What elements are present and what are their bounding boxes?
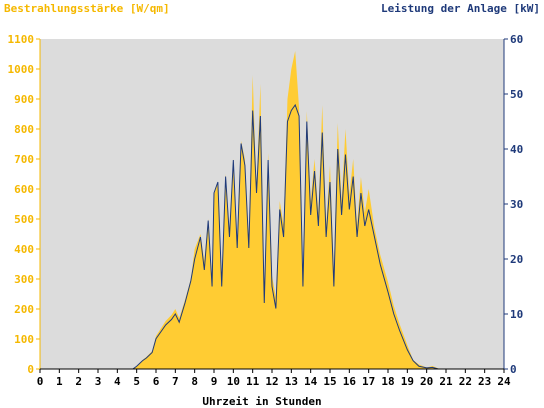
x-tick-label: 14 — [304, 375, 318, 388]
x-tick-label: 7 — [172, 375, 179, 388]
right-tick-label: 0 — [510, 363, 517, 376]
left-tick-label: 0 — [27, 363, 34, 376]
x-tick-label: 0 — [37, 375, 44, 388]
x-tick-label: 20 — [420, 375, 433, 388]
x-tick-label: 4 — [114, 375, 121, 388]
x-tick-label: 10 — [227, 375, 240, 388]
left-tick-label: 400 — [14, 243, 34, 256]
x-tick-label: 9 — [211, 375, 218, 388]
left-tick-label: 500 — [14, 213, 34, 226]
x-tick-label: 24 — [497, 375, 511, 388]
right-tick-label: 20 — [510, 253, 523, 266]
left-tick-label: 200 — [14, 303, 34, 316]
left-tick-label: 800 — [14, 123, 34, 136]
x-tick-label: 19 — [401, 375, 414, 388]
right-tick-label: 50 — [510, 88, 523, 101]
irradiance-area — [40, 51, 504, 369]
x-tick-label: 2 — [75, 375, 82, 388]
x-tick-label: 12 — [265, 375, 278, 388]
right-tick-label: 10 — [510, 308, 523, 321]
left-tick-label: 700 — [14, 153, 34, 166]
x-tick-label: 15 — [323, 375, 336, 388]
x-tick-label: 23 — [478, 375, 491, 388]
x-tick-label: 22 — [459, 375, 472, 388]
x-tick-label: 1 — [56, 375, 63, 388]
left-axis-title: Bestrahlungsstärke [W/qm] — [4, 2, 170, 15]
x-tick-label: 13 — [285, 375, 298, 388]
left-tick-label: 1000 — [8, 63, 35, 76]
right-tick-label: 60 — [510, 33, 523, 46]
x-tick-label: 8 — [191, 375, 198, 388]
left-tick-label: 300 — [14, 273, 34, 286]
x-tick-label: 18 — [381, 375, 394, 388]
left-tick-label: 100 — [14, 333, 34, 346]
left-tick-label: 900 — [14, 93, 34, 106]
x-tick-label: 21 — [439, 375, 453, 388]
x-tick-label: 5 — [133, 375, 140, 388]
left-tick-label: 1100 — [8, 33, 35, 46]
right-tick-label: 40 — [510, 143, 523, 156]
x-axis-title: Uhrzeit in Stunden — [202, 395, 321, 408]
right-tick-label: 30 — [510, 198, 523, 211]
power-line — [40, 103, 504, 370]
right-axis-title: Leistung der Anlage [kW] — [381, 2, 540, 15]
x-tick-label: 17 — [362, 375, 375, 388]
x-tick-label: 6 — [153, 375, 160, 388]
x-tick-label: 11 — [246, 375, 260, 388]
x-tick-label: 16 — [343, 375, 357, 388]
x-tick-label: 3 — [95, 375, 102, 388]
left-tick-label: 600 — [14, 183, 34, 196]
